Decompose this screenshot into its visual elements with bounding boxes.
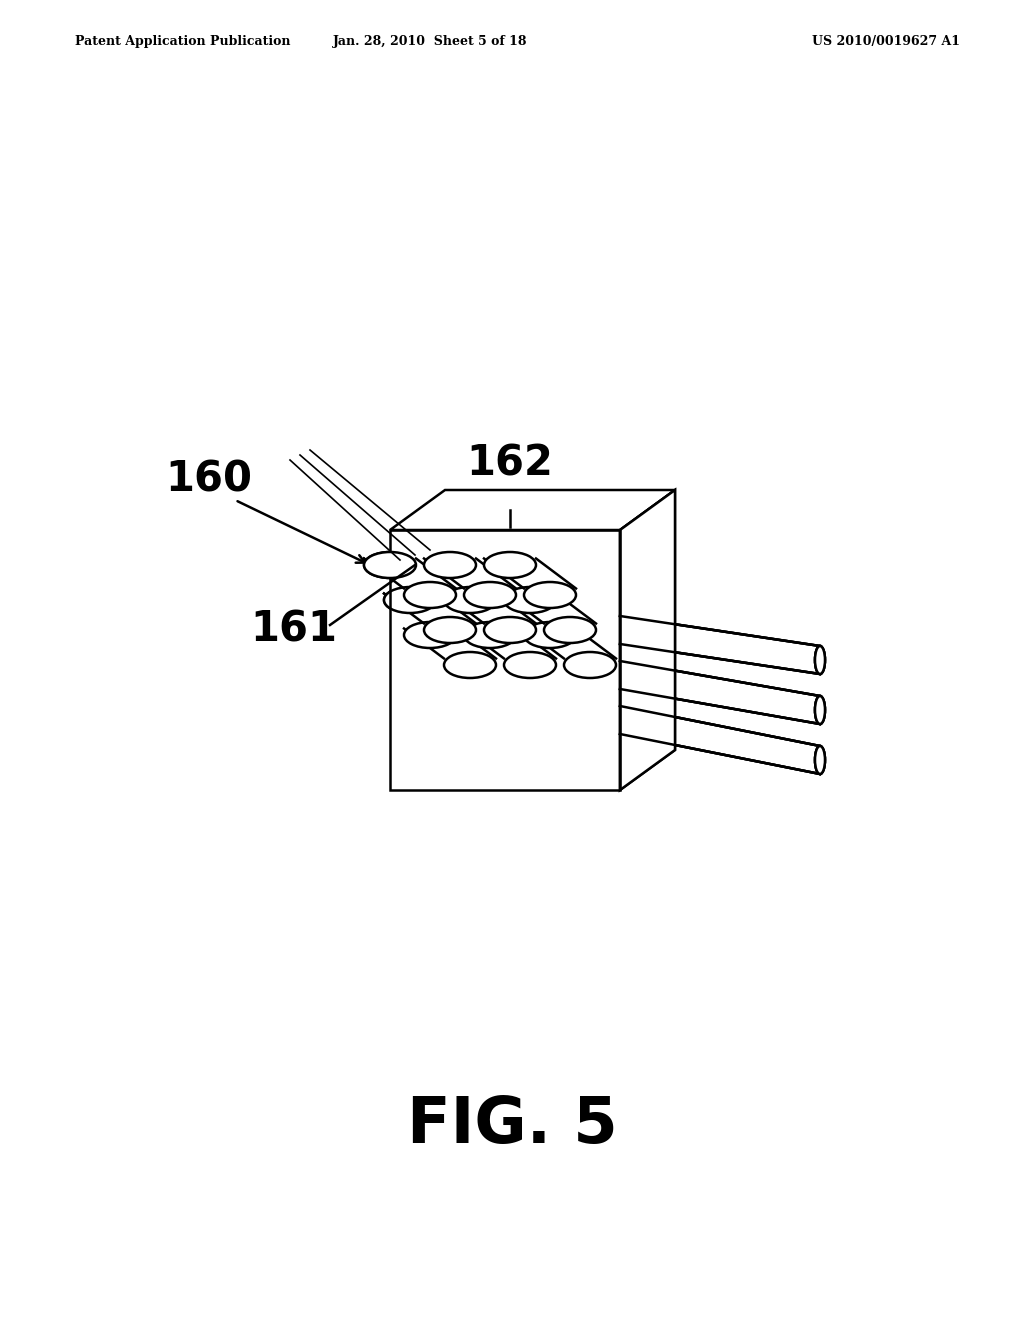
Ellipse shape xyxy=(504,652,556,678)
Text: 162: 162 xyxy=(467,444,553,484)
Ellipse shape xyxy=(815,696,825,723)
Ellipse shape xyxy=(815,696,825,723)
Ellipse shape xyxy=(524,582,575,609)
Ellipse shape xyxy=(464,582,516,609)
Ellipse shape xyxy=(424,616,476,643)
Ellipse shape xyxy=(504,652,556,678)
Ellipse shape xyxy=(444,652,496,678)
Ellipse shape xyxy=(464,622,516,648)
Ellipse shape xyxy=(544,616,596,643)
Ellipse shape xyxy=(404,622,456,648)
Text: Jan. 28, 2010  Sheet 5 of 18: Jan. 28, 2010 Sheet 5 of 18 xyxy=(333,36,527,48)
Ellipse shape xyxy=(815,645,825,675)
Ellipse shape xyxy=(404,622,456,648)
Ellipse shape xyxy=(464,582,516,609)
Ellipse shape xyxy=(444,652,496,678)
Ellipse shape xyxy=(815,645,825,675)
Ellipse shape xyxy=(815,696,825,723)
Text: US 2010/0019627 A1: US 2010/0019627 A1 xyxy=(812,36,961,48)
Ellipse shape xyxy=(384,587,436,612)
Ellipse shape xyxy=(384,587,436,612)
Ellipse shape xyxy=(815,746,825,774)
Text: Patent Application Publication: Patent Application Publication xyxy=(75,36,291,48)
Ellipse shape xyxy=(464,622,516,648)
Text: 160: 160 xyxy=(165,459,252,502)
Ellipse shape xyxy=(364,552,416,578)
Ellipse shape xyxy=(504,587,556,612)
Ellipse shape xyxy=(424,616,476,643)
Ellipse shape xyxy=(484,552,536,578)
Polygon shape xyxy=(620,490,675,789)
Ellipse shape xyxy=(815,645,825,675)
Ellipse shape xyxy=(424,552,476,578)
Ellipse shape xyxy=(404,582,456,609)
Ellipse shape xyxy=(424,552,476,578)
Ellipse shape xyxy=(444,587,496,612)
Ellipse shape xyxy=(524,582,575,609)
Ellipse shape xyxy=(564,652,616,678)
Ellipse shape xyxy=(364,552,416,578)
Ellipse shape xyxy=(444,587,496,612)
Polygon shape xyxy=(390,531,620,789)
Ellipse shape xyxy=(484,552,536,578)
Ellipse shape xyxy=(504,587,556,612)
Ellipse shape xyxy=(815,746,825,774)
Text: FIG. 5: FIG. 5 xyxy=(407,1094,617,1156)
Ellipse shape xyxy=(524,622,575,648)
Polygon shape xyxy=(620,490,675,789)
Ellipse shape xyxy=(484,616,536,643)
Ellipse shape xyxy=(815,746,825,774)
Ellipse shape xyxy=(484,616,536,643)
Polygon shape xyxy=(390,490,675,531)
Ellipse shape xyxy=(544,616,596,643)
Ellipse shape xyxy=(404,582,456,609)
Ellipse shape xyxy=(524,622,575,648)
Ellipse shape xyxy=(564,652,616,678)
Text: 161: 161 xyxy=(250,609,337,651)
